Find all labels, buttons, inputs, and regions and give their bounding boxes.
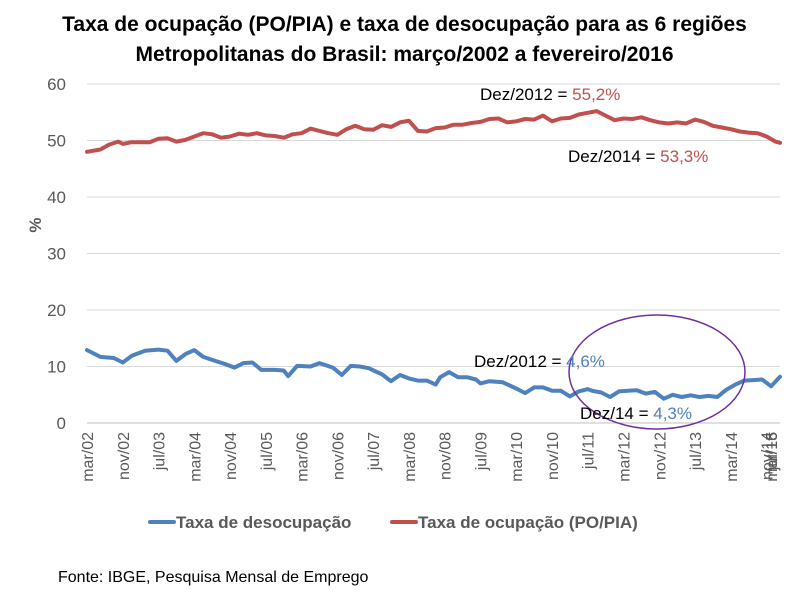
chart-title-line2: Metropolitanas do Brasil: março/2002 a f…: [135, 43, 674, 66]
x-tick-label: nov/02: [116, 432, 133, 480]
series-line-ocupacao: [85, 109, 782, 154]
chart-title-line1: Taxa de ocupação (PO/PIA) e taxa de deso…: [62, 13, 747, 36]
x-tick-label: nov/04: [223, 432, 240, 480]
source-note: Fonte: IBGE, Pesquisa Mensal de Emprego: [58, 569, 369, 586]
x-tick-label: mar/14: [724, 432, 741, 482]
x-tick-label: mar/08: [402, 432, 419, 482]
y-tick-label: 0: [57, 414, 66, 433]
x-tick-label: nov/14: [760, 432, 777, 480]
highlight-circle: [568, 314, 746, 430]
annotation-label: Dez/2012 =: [474, 352, 566, 371]
x-tick-label: jul/03: [152, 432, 169, 471]
legend-label: Taxa de ocupação (PO/PIA): [418, 513, 638, 532]
annotation-value: 4,3%: [653, 404, 692, 423]
y-axis-label: %: [26, 217, 45, 232]
annotation-value: 53,3%: [660, 147, 708, 166]
x-tick-label: mar/04: [187, 432, 204, 482]
x-tick-label: mar/16: [764, 432, 781, 482]
data-annotation: Dez/2012 = 55,2%: [480, 85, 620, 104]
series-line-desocupacao: [85, 347, 782, 401]
y-tick-label: 20: [47, 301, 66, 320]
data-annotation: Dez/14 = 4,3%: [580, 404, 692, 423]
y-tick-label: 50: [47, 132, 66, 151]
x-tick-label: jul/09: [473, 432, 490, 471]
y-tick-label: 30: [47, 245, 66, 264]
data-annotation: Dez/2014 = 53,3%: [568, 147, 708, 166]
x-tick-label: jul/05: [259, 432, 276, 471]
x-tick-label: jul/15: [764, 432, 781, 471]
x-tick-label: mar/10: [509, 432, 526, 482]
data-annotation: Dez/2012 = 4,6%: [474, 352, 605, 371]
annotation-label: Dez/2012 =: [480, 85, 572, 104]
y-tick-label: 10: [47, 358, 66, 377]
legend-label: Taxa de desocupação: [176, 513, 351, 532]
y-tick-label: 40: [47, 188, 66, 207]
x-tick-label: nov/08: [438, 432, 455, 480]
annotation-label: Dez/14 =: [580, 404, 653, 423]
x-tick-label: jul/07: [366, 432, 383, 471]
x-tick-label: jul/11: [581, 432, 598, 470]
x-tick-label: mar/02: [80, 432, 97, 482]
x-tick-label: nov/06: [330, 432, 347, 480]
annotation-label: Dez/2014 =: [568, 147, 660, 166]
annotation-value: 55,2%: [572, 85, 620, 104]
annotation-value: 4,6%: [566, 352, 605, 371]
x-tick-label: nov/12: [652, 432, 669, 480]
x-tick-label: nov/10: [545, 432, 562, 480]
x-tick-label: mar/06: [295, 432, 312, 482]
x-tick-label: jul/13: [688, 432, 705, 471]
x-tick-label: mar/12: [617, 432, 634, 482]
chart-title: Taxa de ocupação (PO/PIA) e taxa de deso…: [0, 10, 809, 70]
y-tick-label: 60: [47, 75, 66, 94]
